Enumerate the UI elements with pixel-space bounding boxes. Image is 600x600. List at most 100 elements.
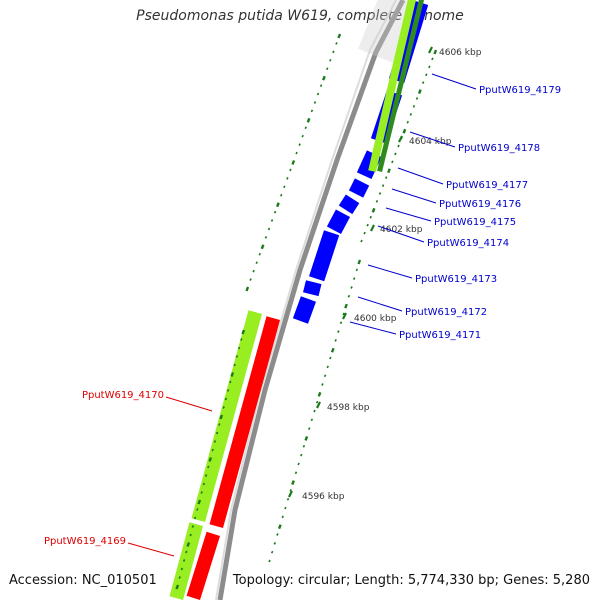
tick-mark-inner [375, 200, 379, 203]
scale-tick [342, 312, 347, 320]
tick-mark-outer [270, 219, 274, 222]
tick-mark-inner [313, 409, 316, 413]
forward-cds-arrow [348, 178, 370, 198]
gene-highlight-shadow [358, 0, 418, 63]
scale-tick [316, 401, 321, 409]
tick-mark-inner [428, 65, 431, 69]
tick-mark-outer [208, 457, 213, 462]
tick-mark-outer [233, 363, 236, 367]
tick-mark-outer [182, 559, 186, 562]
tick-mark-outer [186, 542, 191, 547]
tick-mark-outer [235, 355, 239, 358]
forward-cds-arrow [292, 296, 316, 324]
scale-label: 4598 kbp [327, 403, 370, 413]
tick-mark-inner [391, 160, 394, 164]
tick-mark-inner [286, 497, 290, 501]
tick-mark-inner [431, 57, 434, 61]
tick-mark-inner [273, 541, 277, 545]
tick-mark-outer [255, 261, 258, 265]
tick-mark-inner [381, 184, 385, 187]
forward-gene-label: PputW619_4178 [458, 143, 540, 154]
tick-mark-outer [224, 397, 228, 401]
tick-mark-outer [306, 117, 311, 123]
forward-gene-label: PputW619_4179 [479, 85, 561, 96]
tick-mark-inner [284, 506, 287, 510]
tick-mark-outer [211, 448, 214, 452]
tick-mark-outer [276, 202, 280, 208]
tick-mark-inner [268, 559, 271, 563]
gene-strip-green-left [169, 522, 203, 600]
tick-mark-inner [310, 418, 314, 422]
tick-mark-inner [425, 73, 428, 77]
tick-mark-inner [270, 550, 274, 554]
tick-mark-inner [357, 259, 362, 265]
tick-mark-inner [297, 462, 300, 466]
forward-cds-arrow [303, 280, 322, 297]
tick-mark-outer [273, 210, 277, 214]
tick-mark-outer [335, 42, 338, 45]
gene-label-leader [385, 207, 432, 222]
tick-mark-inner [433, 49, 438, 55]
tick-mark-inner [355, 268, 359, 272]
tick-mark-outer [319, 84, 323, 87]
scale-label: 4606 kbp [439, 48, 482, 58]
tick-mark-inner [277, 524, 282, 530]
tick-mark-outer [304, 126, 307, 130]
gene-label-leader [127, 542, 175, 557]
tick-mark-outer [252, 269, 255, 273]
gene-label-leader [431, 73, 477, 90]
tick-mark-outer [291, 160, 296, 165]
tick-mark-inner [317, 391, 322, 397]
tick-mark-outer [240, 338, 243, 341]
tick-mark-inner [276, 533, 279, 536]
gene-strip-green-left [191, 310, 262, 522]
forward-gene-label: PputW619_4175 [434, 217, 516, 228]
tick-mark-outer [326, 67, 329, 71]
tick-mark-outer [196, 508, 199, 511]
tick-mark-outer [289, 168, 292, 172]
tick-mark-inner [315, 400, 319, 404]
tick-mark-inner [334, 339, 337, 342]
tick-mark-outer [191, 525, 195, 528]
gene-label-leader [397, 167, 444, 185]
tick-mark-inner [417, 89, 422, 95]
accession-text: Accession: NC_010501 [9, 573, 157, 588]
scale-tick [398, 135, 403, 143]
tick-mark-inner [409, 112, 413, 116]
scale-tick [370, 224, 375, 232]
tick-mark-inner [294, 471, 298, 475]
reverse-cds-arrow [186, 531, 220, 600]
tick-mark-inner [302, 444, 306, 448]
tick-mark-inner [421, 81, 425, 85]
tick-mark-outer [313, 101, 317, 104]
tick-mark-inner [337, 330, 340, 333]
gene-label-leader [357, 296, 403, 312]
tick-mark-outer [175, 584, 180, 590]
tick-mark-outer [316, 92, 320, 96]
tick-mark-outer [180, 567, 184, 571]
tick-mark-inner [369, 215, 372, 219]
tick-mark-outer [298, 143, 301, 146]
tick-mark-inner [281, 515, 284, 519]
tick-mark-inner [342, 312, 345, 316]
tick-mark-outer [260, 244, 265, 250]
scale-label: 4596 kbp [302, 492, 345, 502]
gene-label-leader [409, 131, 456, 148]
tick-mark-outer [230, 372, 235, 377]
tick-mark-inner [387, 168, 391, 174]
gene-label-leader [391, 188, 437, 204]
tick-mark-inner [378, 192, 382, 195]
tick-mark-inner [339, 321, 343, 325]
gene-strip-green-top [368, 0, 416, 172]
forward-cds-arrow [309, 230, 340, 282]
tick-mark-inner [321, 383, 324, 386]
scale-tick [428, 46, 433, 54]
tick-mark-outer [202, 482, 206, 486]
tick-mark-outer [218, 423, 221, 426]
gene-label-leader [165, 396, 213, 412]
tick-mark-inner [300, 453, 303, 457]
tick-mark-outer [189, 533, 192, 537]
tick-mark-inner [323, 374, 327, 378]
tick-mark-outer [322, 75, 326, 81]
